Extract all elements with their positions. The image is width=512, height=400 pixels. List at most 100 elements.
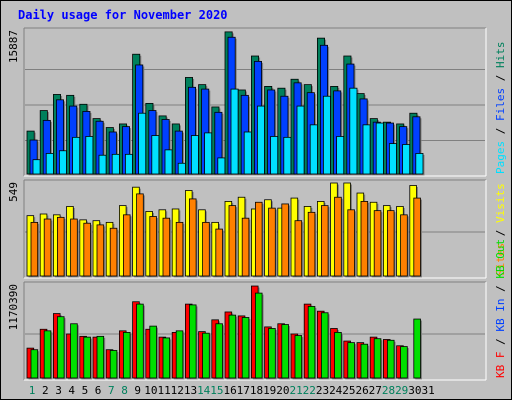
bar-kb-out-day-27 — [373, 338, 382, 379]
bar-kb-out-day-30 — [413, 318, 421, 379]
bar-sites-day-21 — [294, 220, 303, 277]
x-tick-label-4: 4 — [68, 384, 75, 397]
x-tick-label-15: 15 — [210, 384, 223, 397]
bar-pages-day-5 — [85, 136, 94, 175]
bar-pages-day-8 — [125, 153, 134, 175]
bar-pages-day-27 — [375, 122, 384, 175]
x-tick-label-12: 12 — [171, 384, 184, 397]
x-tick-label-18: 18 — [250, 384, 263, 397]
x-tick-label-23: 23 — [316, 384, 329, 397]
bar-sites-day-5 — [83, 222, 91, 277]
legend-part: KB Out — [494, 239, 507, 279]
x-tick-label-14: 14 — [197, 384, 211, 397]
bar-kb-out-day-7 — [109, 350, 118, 379]
ymax-label-kbytes: 1170390 — [7, 284, 20, 330]
bar-sites-day-27 — [373, 210, 382, 277]
bar-kb-out-day-13 — [188, 304, 197, 379]
bar-sites-day-4 — [70, 218, 78, 277]
legend-part: Sites — [494, 243, 507, 276]
bar-kb-out-day-25 — [347, 342, 355, 379]
x-tick-label-28: 28 — [382, 384, 395, 397]
bar-pages-day-23 — [322, 95, 331, 175]
legend-part: / — [494, 121, 507, 141]
bar-pages-day-26 — [362, 124, 371, 175]
bar-pages-day-14 — [204, 132, 213, 175]
x-tick-label-8: 8 — [121, 384, 128, 397]
x-tick-label-31: 31 — [421, 384, 434, 397]
bar-pages-day-15 — [217, 157, 226, 175]
bar-sites-day-30 — [413, 197, 421, 277]
bar-kb-out-day-6 — [96, 335, 105, 379]
bar-pages-day-20 — [283, 136, 292, 175]
bar-kb-out-day-16 — [228, 314, 237, 379]
bar-sites-day-15 — [215, 228, 223, 277]
bar-kb-out-day-18 — [254, 292, 263, 379]
bar-sites-day-1 — [30, 221, 39, 277]
bar-sites-day-11 — [162, 217, 171, 277]
bar-sites-day-25 — [347, 209, 355, 277]
x-tick-label-25: 25 — [342, 384, 355, 397]
bar-kb-out-day-28 — [386, 339, 395, 379]
bar-sites-day-26 — [360, 201, 369, 277]
bar-sites-day-29 — [400, 214, 408, 277]
x-tick-label-13: 13 — [184, 384, 197, 397]
bar-pages-day-25 — [349, 87, 358, 175]
x-tick-label-30: 30 — [408, 384, 421, 397]
bar-kb-out-day-12 — [175, 330, 184, 379]
legend-part: / — [494, 332, 507, 352]
legend-part: KB In — [494, 299, 507, 332]
bar-sites-day-16 — [228, 205, 237, 277]
ymax-label-visits: 549 — [7, 182, 20, 202]
legend-part: / — [494, 279, 507, 299]
bar-kb-out-day-17 — [241, 317, 250, 379]
bar-pages-day-30 — [415, 153, 424, 175]
legend-part: Hits — [494, 42, 507, 69]
bar-pages-day-17 — [243, 131, 252, 175]
bar-kb-out-day-20 — [281, 324, 289, 379]
bar-kb-out-day-5 — [83, 336, 91, 379]
bar-pages-day-18 — [256, 105, 265, 175]
bar-sites-day-24 — [334, 196, 342, 277]
x-tick-label-2: 2 — [42, 384, 49, 397]
bar-sites-day-12 — [175, 221, 184, 277]
bar-kb-out-day-26 — [360, 343, 369, 379]
x-tick-label-22: 22 — [303, 384, 316, 397]
legend-part: KB F — [494, 352, 507, 379]
bar-pages-day-10 — [151, 135, 160, 175]
bar-sites-day-3 — [57, 216, 65, 277]
x-tick-label-10: 10 — [144, 384, 157, 397]
x-tick-label-9: 9 — [134, 384, 141, 397]
bar-kb-out-day-10 — [149, 325, 157, 379]
bar-sites-day-23 — [320, 205, 329, 277]
bar-kb-out-day-21 — [294, 335, 303, 379]
bar-pages-day-28 — [388, 143, 397, 175]
bar-pages-day-12 — [177, 162, 186, 175]
bar-sites-day-22 — [307, 211, 316, 277]
bar-pages-day-2 — [45, 153, 54, 175]
x-tick-label-21: 21 — [289, 384, 302, 397]
x-tick-label-20: 20 — [276, 384, 289, 397]
bar-pages-day-4 — [72, 136, 81, 175]
bar-sites-day-20 — [281, 203, 289, 277]
bar-kb-out-day-14 — [202, 332, 210, 379]
bar-kb-out-day-1 — [30, 349, 39, 379]
bar-pages-day-24 — [336, 136, 345, 175]
bar-kb-out-day-4 — [70, 323, 78, 379]
bar-sites-day-8 — [123, 214, 131, 277]
bar-kb-out-day-22 — [307, 306, 316, 379]
bar-kb-out-day-24 — [334, 332, 342, 379]
bar-pages-day-13 — [190, 135, 199, 175]
legend-part: / — [494, 223, 507, 243]
x-tick-label-26: 26 — [355, 384, 368, 397]
legend-part: Pages — [494, 141, 507, 174]
legend-label-visits: Sites / Visits — [494, 183, 507, 276]
bar-pages-day-6 — [98, 154, 107, 175]
x-tick-label-16: 16 — [223, 384, 236, 397]
bar-pages-day-19 — [270, 136, 279, 175]
bar-sites-day-18 — [254, 201, 263, 277]
bar-pages-day-7 — [111, 153, 120, 175]
bar-kb-out-day-9 — [136, 303, 144, 379]
bar-pages-day-21 — [296, 105, 305, 175]
